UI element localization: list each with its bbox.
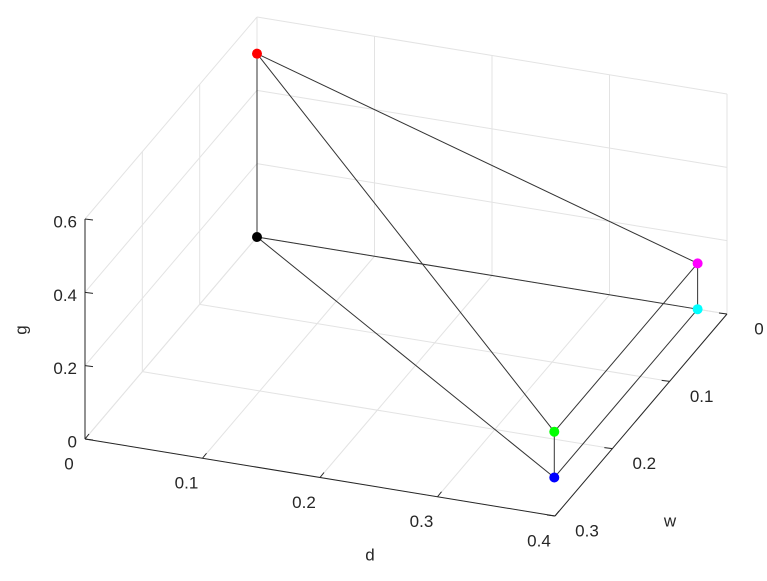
edge (256, 53, 698, 264)
y-tick (604, 447, 613, 450)
grid-line (319, 275, 493, 478)
grid-line (84, 236, 258, 440)
grid-line (84, 163, 258, 366)
x-tick (84, 433, 90, 440)
grid-line (256, 16, 728, 95)
point (549, 472, 560, 483)
edge (256, 53, 555, 432)
y-tick (661, 379, 670, 382)
x-tick-label: 0.3 (410, 512, 434, 531)
grid-line (84, 16, 258, 220)
z-tick (84, 365, 94, 368)
edge (256, 236, 698, 310)
x-axis-label: d (365, 545, 374, 564)
point (252, 48, 262, 59)
z-tick-label: 0.2 (53, 359, 77, 378)
grid-line (202, 255, 375, 459)
x-tick-label: 0.4 (527, 531, 551, 550)
y-tick (718, 312, 728, 315)
x-tick (202, 452, 207, 459)
z-tick (84, 291, 94, 294)
edge (553, 263, 699, 433)
z-tick-label: 0.6 (53, 212, 77, 231)
x-tick-label: 0.2 (292, 493, 316, 512)
x-tick (437, 491, 442, 498)
point (692, 258, 703, 269)
z-tick-label: 0.4 (53, 286, 77, 305)
x-tick (319, 472, 325, 478)
x-tick-label: 0.1 (175, 474, 199, 493)
point (252, 232, 262, 242)
y-axis-label: w (663, 511, 677, 530)
x-tick-label: 0 (64, 454, 73, 473)
point (549, 426, 560, 437)
y-tick-label: 0.2 (633, 454, 657, 473)
y-tick-label: 0.1 (690, 387, 714, 406)
edge (553, 308, 699, 478)
x-tick (554, 510, 560, 517)
y-tick-label: 0.3 (575, 521, 599, 540)
grid-line (437, 294, 610, 498)
y-axis (554, 313, 728, 517)
z-axis-label: g (11, 325, 30, 334)
grid-line (256, 163, 728, 242)
z-tick (84, 438, 94, 441)
grid-line (84, 90, 258, 293)
y-tick (546, 514, 556, 517)
grid-line (199, 303, 670, 382)
edge (256, 236, 555, 478)
grid-line (142, 371, 613, 450)
z-tick-label: 0 (68, 432, 77, 451)
y-tick-label: 0 (754, 319, 763, 338)
z-tick (84, 218, 94, 221)
grid-line (256, 89, 728, 168)
point (692, 304, 703, 315)
